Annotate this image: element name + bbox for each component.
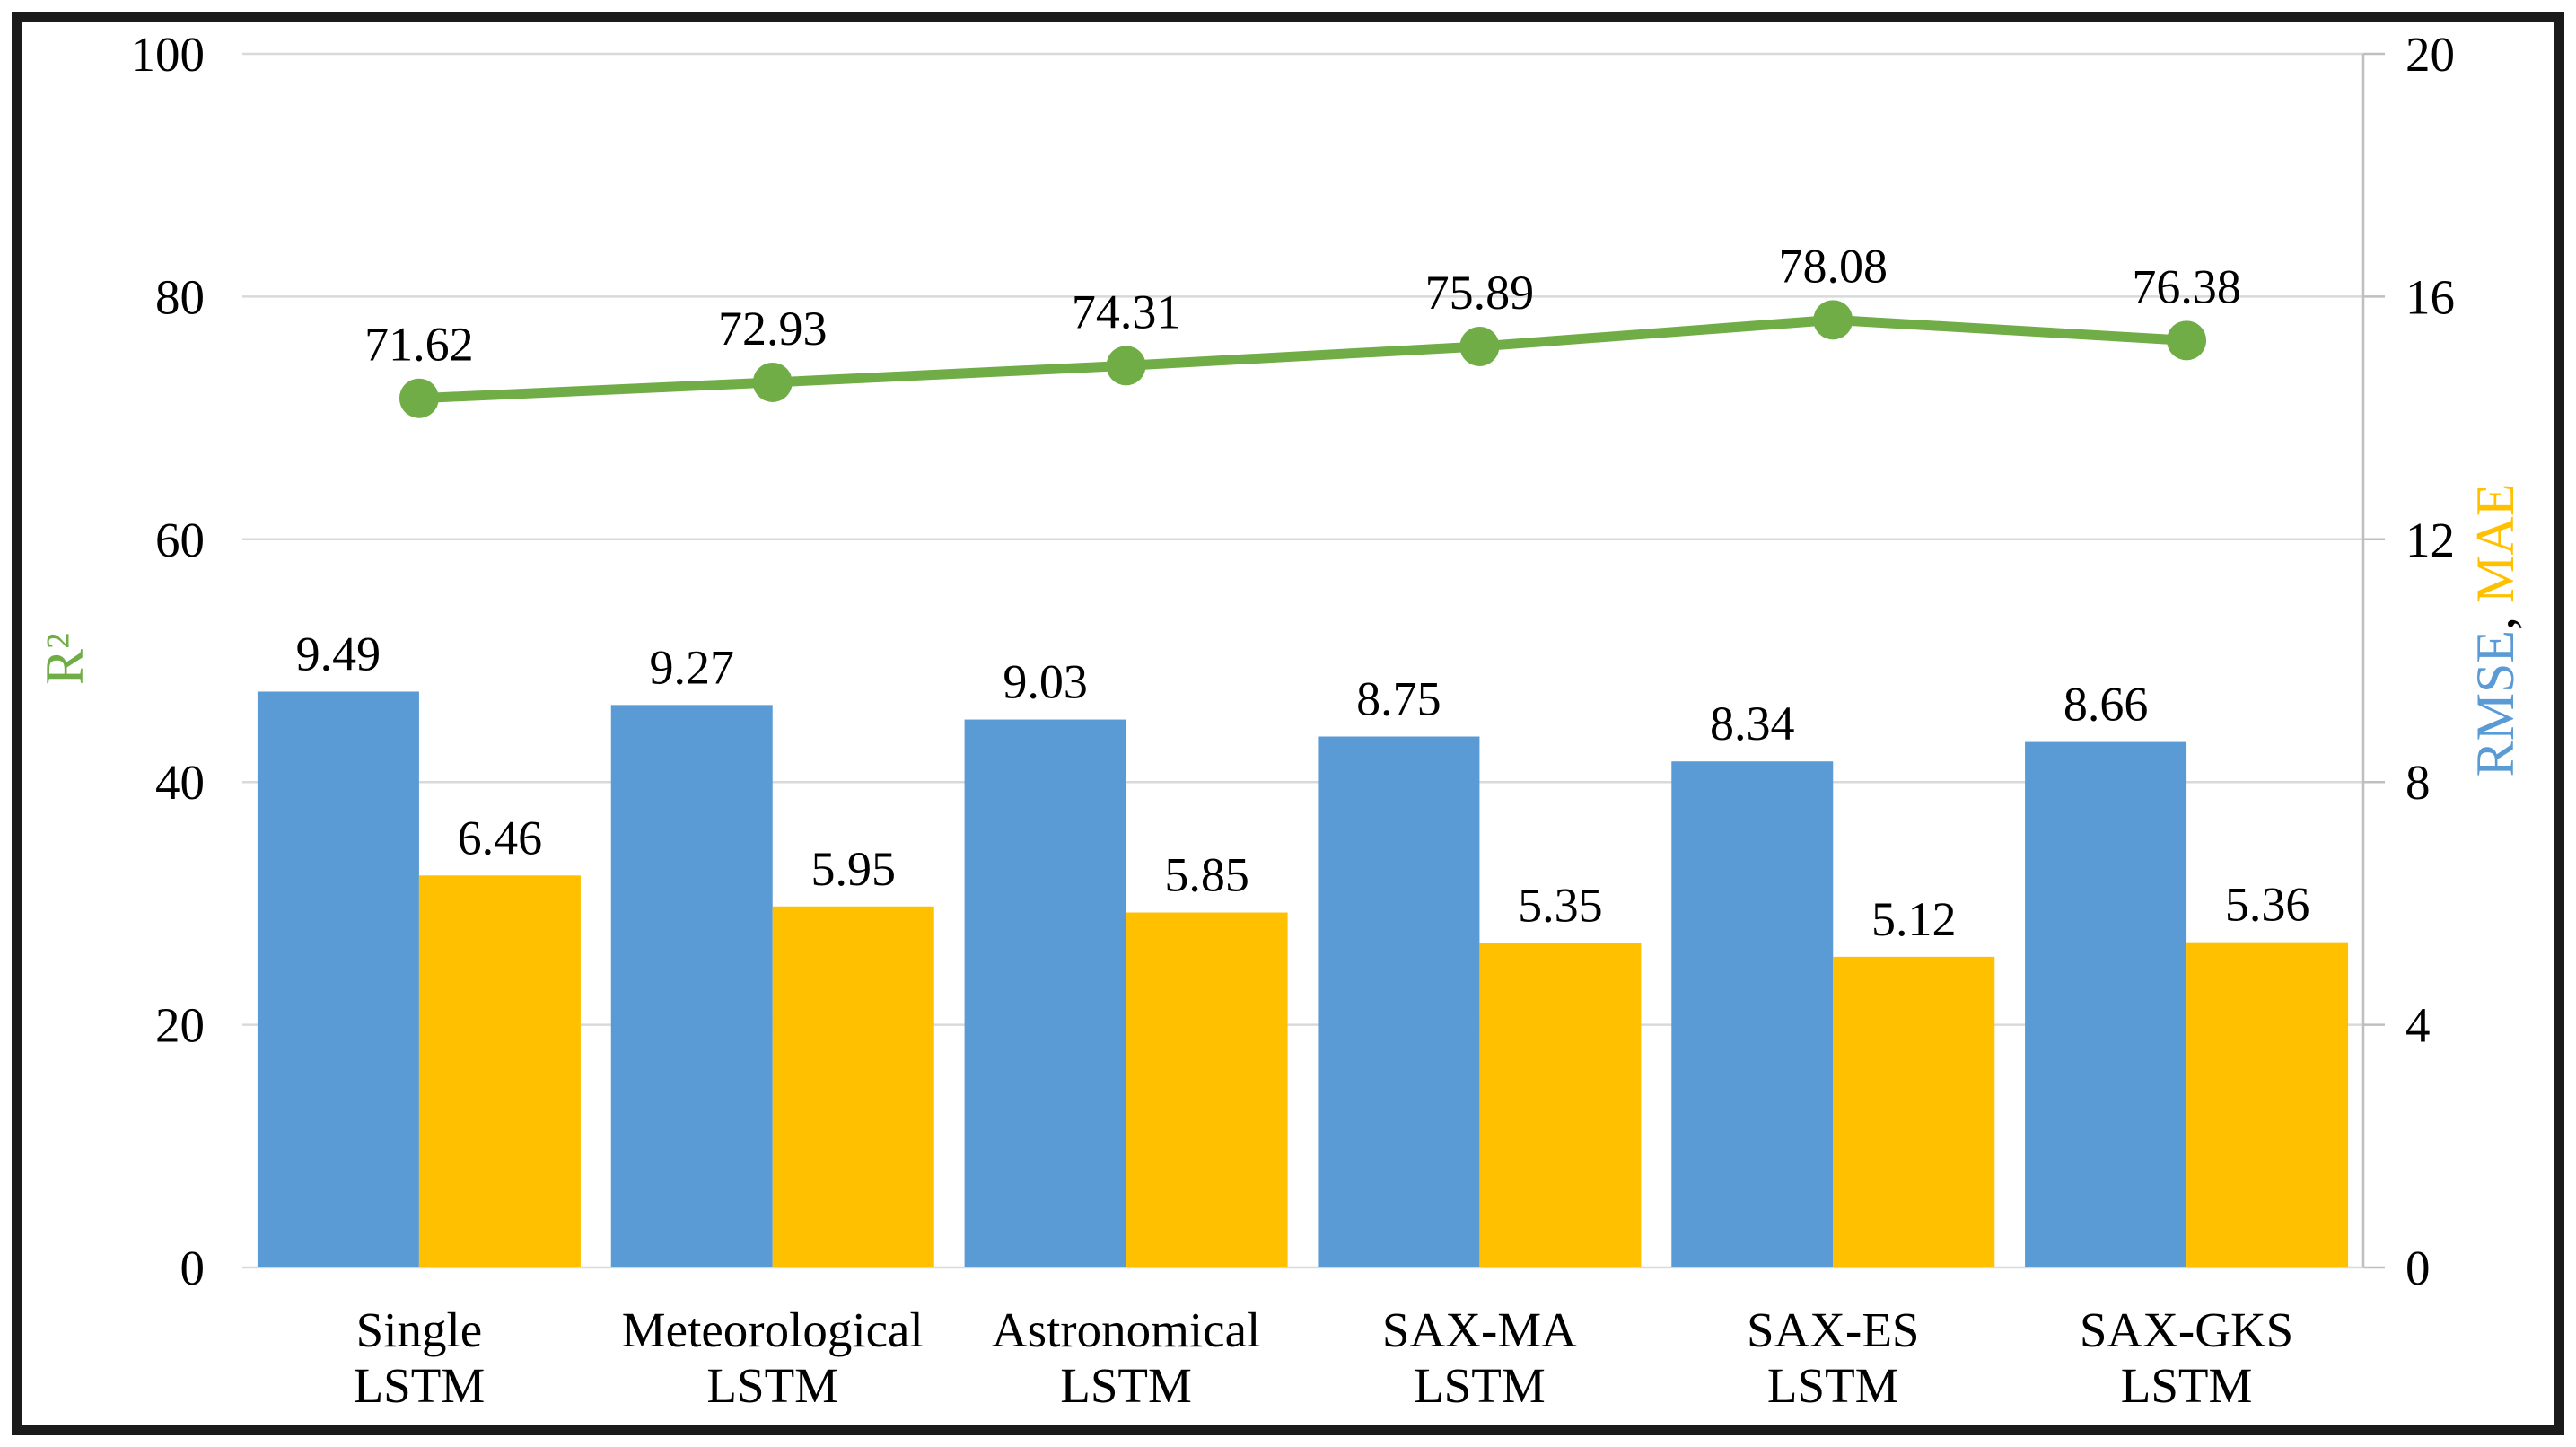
- category-label: Astronomical LSTM: [992, 1302, 1260, 1413]
- r2-marker: [2167, 320, 2207, 361]
- category-label: SAX-GKS LSTM: [2080, 1302, 2293, 1413]
- right-axis-tick-label: 8: [2405, 755, 2431, 810]
- chart-frame: [12, 12, 2564, 1435]
- rmse-value-label: 9.03: [1003, 655, 1088, 709]
- right-axis-tick-label: 4: [2405, 998, 2431, 1053]
- right-axis-title: RMSE, MAE: [2466, 484, 2525, 777]
- right-axis-tick-label: 20: [2405, 27, 2455, 82]
- mae-bar: [418, 875, 581, 1267]
- rmse-value-label: 9.27: [650, 640, 735, 694]
- mae-bar: [1479, 943, 1642, 1267]
- right-axis-tick-label: 12: [2405, 513, 2455, 567]
- right-axis-tick-label: 0: [2405, 1241, 2431, 1295]
- mae-value-label: 6.46: [458, 811, 543, 864]
- rmse-bar: [964, 719, 1126, 1267]
- rmse-value-label: 8.75: [1356, 672, 1441, 726]
- mae-bar: [1126, 912, 1288, 1267]
- r2-marker: [752, 362, 793, 402]
- mae-value-label: 5.95: [811, 842, 897, 896]
- r2-marker: [1459, 326, 1500, 366]
- category-label: SAX-MA LSTM: [1382, 1302, 1577, 1413]
- mae-value-label: 5.12: [1871, 892, 1957, 946]
- r2-marker: [1106, 346, 1146, 386]
- rmse-bar: [1671, 761, 1834, 1267]
- left-axis-title: R²: [35, 633, 94, 685]
- r2-value-label: 76.38: [2132, 259, 2241, 313]
- left-axis-tick-label: 20: [155, 998, 205, 1053]
- left-axis-tick-label: 0: [180, 1241, 206, 1295]
- right-axis-tick-label: 16: [2405, 269, 2455, 324]
- rmse-bar: [610, 705, 773, 1267]
- rmse-value-label: 8.34: [1710, 697, 1795, 750]
- rmse-value-label: 8.66: [2063, 678, 2149, 732]
- rmse-value-label: 9.49: [296, 627, 381, 680]
- mae-bar: [2186, 942, 2349, 1267]
- r2-marker: [399, 378, 439, 418]
- category-label: Meteorological LSTM: [622, 1302, 924, 1413]
- mae-value-label: 5.85: [1164, 848, 1249, 902]
- r2-line: [414, 314, 2192, 404]
- rmse-bar: [2025, 741, 2187, 1267]
- left-axis-tick-label: 60: [155, 513, 205, 567]
- left-axis-tick-label: 80: [155, 269, 205, 324]
- mae-value-label: 5.36: [2225, 878, 2310, 932]
- r2-value-label: 72.93: [718, 302, 828, 355]
- r2-value-label: 75.89: [1425, 266, 1535, 320]
- mae-value-label: 5.35: [1518, 878, 1603, 932]
- r2-value-label: 74.31: [1072, 285, 1181, 338]
- category-label: Single LSTM: [354, 1302, 486, 1413]
- rmse-bar: [1318, 736, 1480, 1267]
- r2-marker: [1813, 300, 1853, 340]
- category-label: SAX-ES LSTM: [1747, 1302, 1920, 1413]
- left-axis-tick-label: 100: [131, 27, 206, 82]
- mae-bar: [1833, 956, 1995, 1267]
- rmse-bar: [257, 691, 419, 1267]
- left-axis-tick-label: 40: [155, 755, 205, 810]
- r2-value-label: 78.08: [1779, 239, 1888, 293]
- mae-bar: [772, 906, 934, 1267]
- r2-value-label: 71.62: [364, 318, 474, 372]
